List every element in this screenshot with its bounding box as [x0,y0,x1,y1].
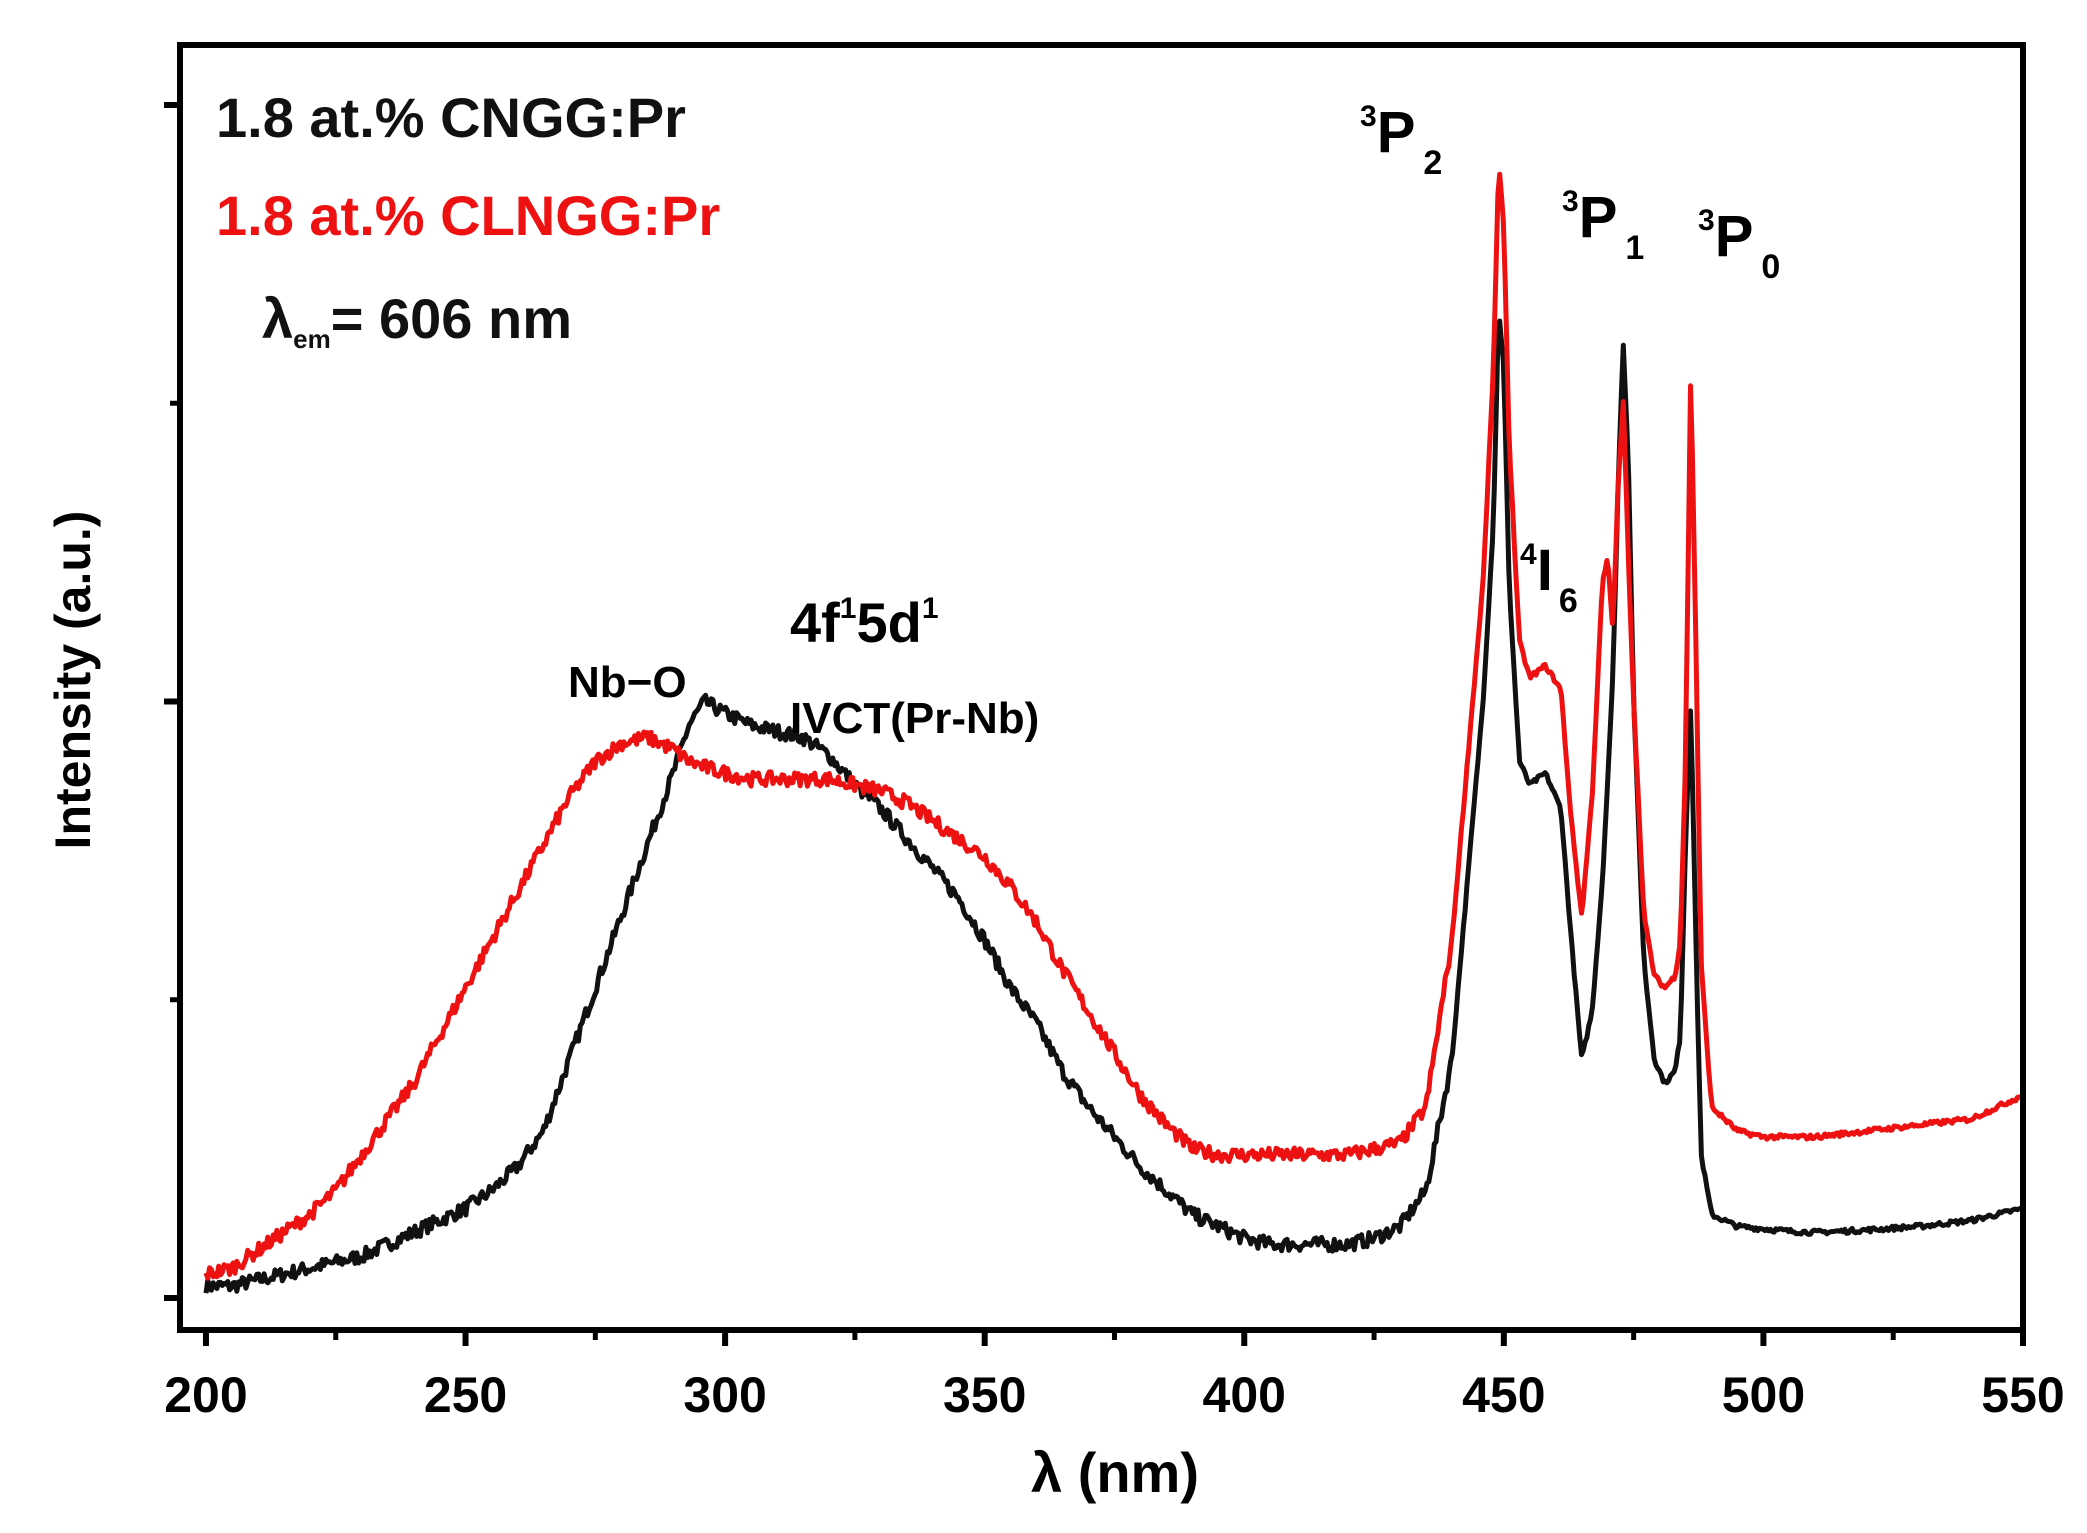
x-tick-label-200: 200 [164,1367,247,1423]
y-tick-layer [164,102,180,1301]
x-tick-label-450: 450 [1462,1367,1545,1423]
x-tick-label-250: 250 [424,1367,507,1423]
axis-layer [177,42,2026,1333]
series-layer [203,171,2023,1294]
annotation-3p2: 3P 2 [1360,100,1442,182]
x-axis-label: λ (nm) [1031,1441,1199,1504]
x-tick-label-400: 400 [1203,1367,1286,1423]
annotation-4f5d: 4f15d1 [790,591,939,654]
x-tick-layer: 200 250 300 350 400 450 500 550 [164,1330,2065,1423]
annotation-ivct: IVCT(Pr-Nb) [790,694,1039,743]
series-cngg [203,318,2023,1294]
annotation-3p1: 3P 1 [1562,185,1644,267]
x-tick-label-550: 550 [1981,1367,2064,1423]
annotation-nb-o: Nb−O [568,658,687,707]
x-tick-label-350: 350 [943,1367,1026,1423]
excitation-label: λem= 606 nm [262,287,572,354]
annotation-4i6: 4I 6 [1520,538,1578,620]
x-tick-label-300: 300 [683,1367,766,1423]
legend-entry-cngg: 1.8 at.% CNGG:Pr [216,86,686,149]
y-axis-label: Intensity (a.u.) [45,511,101,850]
annotation-3p0: 3P 0 [1698,204,1780,286]
series-clngg [203,171,2022,1281]
plot-frame [177,42,2026,1333]
legend-entry-clngg: 1.8 at.% CLNGG:Pr [216,184,720,247]
x-tick-label-500: 500 [1722,1367,1805,1423]
